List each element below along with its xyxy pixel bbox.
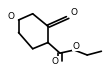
Text: O: O: [8, 12, 15, 21]
Text: O: O: [71, 8, 78, 17]
Text: O: O: [73, 42, 80, 51]
Text: O: O: [51, 57, 58, 66]
